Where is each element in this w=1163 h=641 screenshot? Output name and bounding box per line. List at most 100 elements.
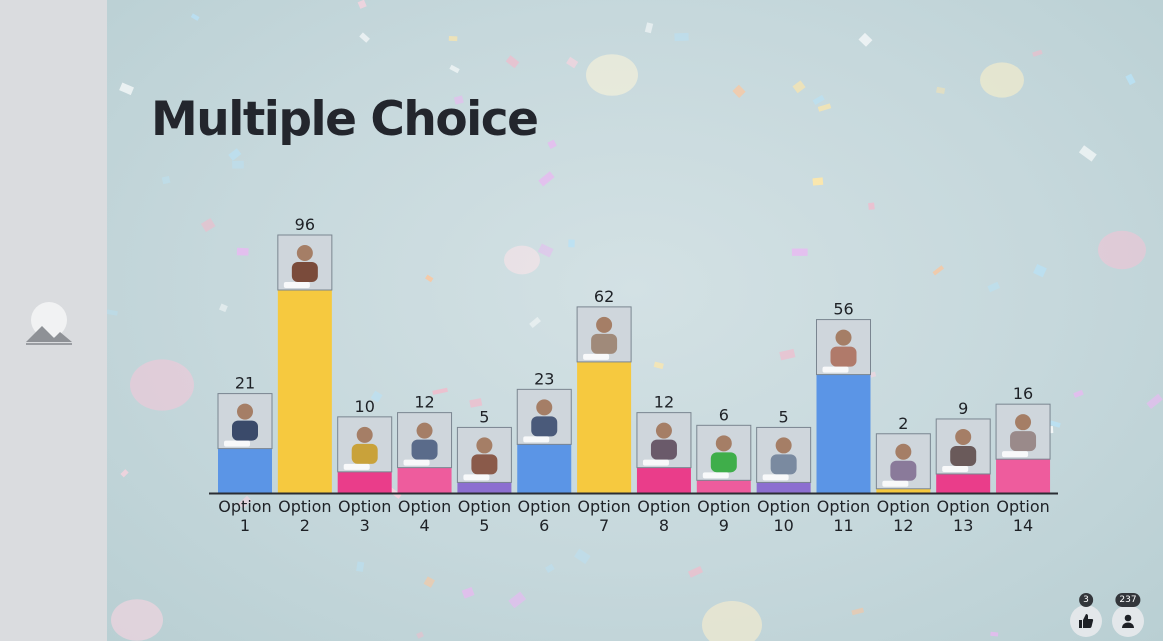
person-icon: [1122, 614, 1134, 628]
category-label: Option 6: [518, 497, 571, 535]
bar-avatar-photo: [935, 418, 991, 475]
confetti-piece: [732, 84, 746, 99]
bar-value-label: 10: [355, 397, 375, 416]
bar-value-label: 96: [295, 215, 315, 234]
confetti-piece: [538, 171, 555, 187]
image-placeholder-icon[interactable]: [24, 298, 74, 348]
confetti-blur: [586, 54, 638, 96]
bar-value-label: 5: [779, 407, 789, 426]
bar-avatar-photo: [516, 388, 572, 445]
participants-button[interactable]: 237: [1112, 593, 1144, 637]
confetti-piece: [432, 387, 448, 395]
confetti-piece: [508, 591, 527, 609]
confetti-piece: [232, 160, 244, 169]
confetti-piece: [574, 548, 591, 565]
bar: [517, 444, 572, 493]
confetti-piece: [505, 55, 520, 69]
bar-value-label: 16: [1013, 384, 1033, 403]
bar: [218, 448, 272, 493]
bar-value-label: 12: [654, 393, 674, 412]
confetti-piece: [568, 239, 575, 248]
likes-count: 3: [1079, 593, 1093, 607]
bar-avatar-photo: [816, 319, 871, 376]
category-label: Option 4: [398, 497, 451, 535]
confetti-piece: [218, 303, 228, 313]
confetti-piece: [161, 175, 171, 185]
confetti-piece: [236, 247, 249, 256]
confetti-piece: [453, 95, 464, 105]
category-label: Option 13: [936, 497, 989, 535]
bar-avatar-photo: [636, 412, 692, 469]
confetti-piece: [1125, 73, 1136, 86]
confetti-piece: [461, 586, 475, 599]
confetti-piece: [812, 177, 824, 186]
confetti-piece: [547, 139, 557, 150]
bar-avatar-photo: [217, 393, 273, 450]
confetti-piece: [190, 13, 200, 21]
bar-value-label: 9: [958, 399, 968, 418]
category-label: Option 2: [278, 497, 331, 535]
confetti-piece: [792, 80, 806, 94]
category-label: Option 10: [757, 497, 810, 535]
confetti-piece: [566, 56, 579, 69]
confetti-piece: [449, 64, 460, 74]
category-label: Option 11: [817, 497, 870, 535]
category-label: Option 7: [577, 497, 630, 535]
confetti-piece: [529, 316, 541, 329]
bar-value-label: 5: [479, 407, 489, 426]
confetti-piece: [851, 607, 865, 616]
confetti-piece: [423, 576, 435, 588]
confetti-piece: [1033, 263, 1047, 278]
confetti-blur: [130, 359, 194, 411]
confetti-piece: [119, 82, 134, 96]
confetti-blur: [1098, 230, 1146, 270]
bar: [397, 467, 452, 493]
confetti-piece: [200, 217, 216, 233]
confetti-piece: [228, 148, 242, 161]
confetti-background: [107, 0, 1163, 641]
bar: [936, 473, 991, 493]
confetti-piece: [688, 565, 704, 578]
bar-value-label: 56: [833, 300, 853, 319]
confetti-piece: [858, 32, 873, 47]
bar-avatar-photo: [397, 412, 453, 469]
likes-button[interactable]: 3: [1070, 593, 1102, 637]
bar-avatar-photo: [337, 416, 393, 473]
confetti-piece: [1146, 393, 1163, 409]
bar: [577, 361, 632, 493]
confetti-piece: [469, 398, 483, 408]
confetti-piece: [238, 495, 252, 509]
confetti-piece: [644, 22, 654, 34]
confetti-blur: [111, 599, 163, 641]
category-label: Option 9: [697, 497, 750, 535]
confetti-piece: [932, 265, 945, 276]
bar-avatar-photo: [576, 306, 632, 363]
confetti-piece: [359, 32, 370, 43]
bar: [876, 488, 931, 493]
thumbs-up-icon: [1079, 614, 1094, 628]
confetti-piece: [357, 0, 367, 9]
confetti-piece: [812, 94, 825, 106]
confetti-piece: [370, 390, 383, 403]
bar-avatar-photo: [875, 433, 931, 490]
bar: [996, 459, 1051, 493]
confetti-piece: [817, 103, 832, 112]
category-label: Option 12: [877, 497, 930, 535]
bar: [337, 471, 392, 493]
chart-title: Multiple Choice: [151, 92, 539, 147]
sidebar: [0, 0, 107, 641]
category-label: Option 5: [458, 497, 511, 535]
confetti-piece: [1049, 420, 1061, 428]
confetti-piece: [987, 281, 1001, 293]
bar-avatar-photo: [756, 426, 812, 483]
bar: [636, 467, 691, 493]
confetti-blur: [504, 245, 540, 275]
bar: [457, 482, 512, 493]
confetti-piece: [425, 274, 434, 283]
confetti-piece: [779, 348, 796, 361]
bar-value-label: 62: [594, 287, 614, 306]
category-label: Option 8: [637, 497, 690, 535]
bar-avatar-photo: [456, 426, 512, 483]
bar-value-label: 12: [414, 393, 434, 412]
